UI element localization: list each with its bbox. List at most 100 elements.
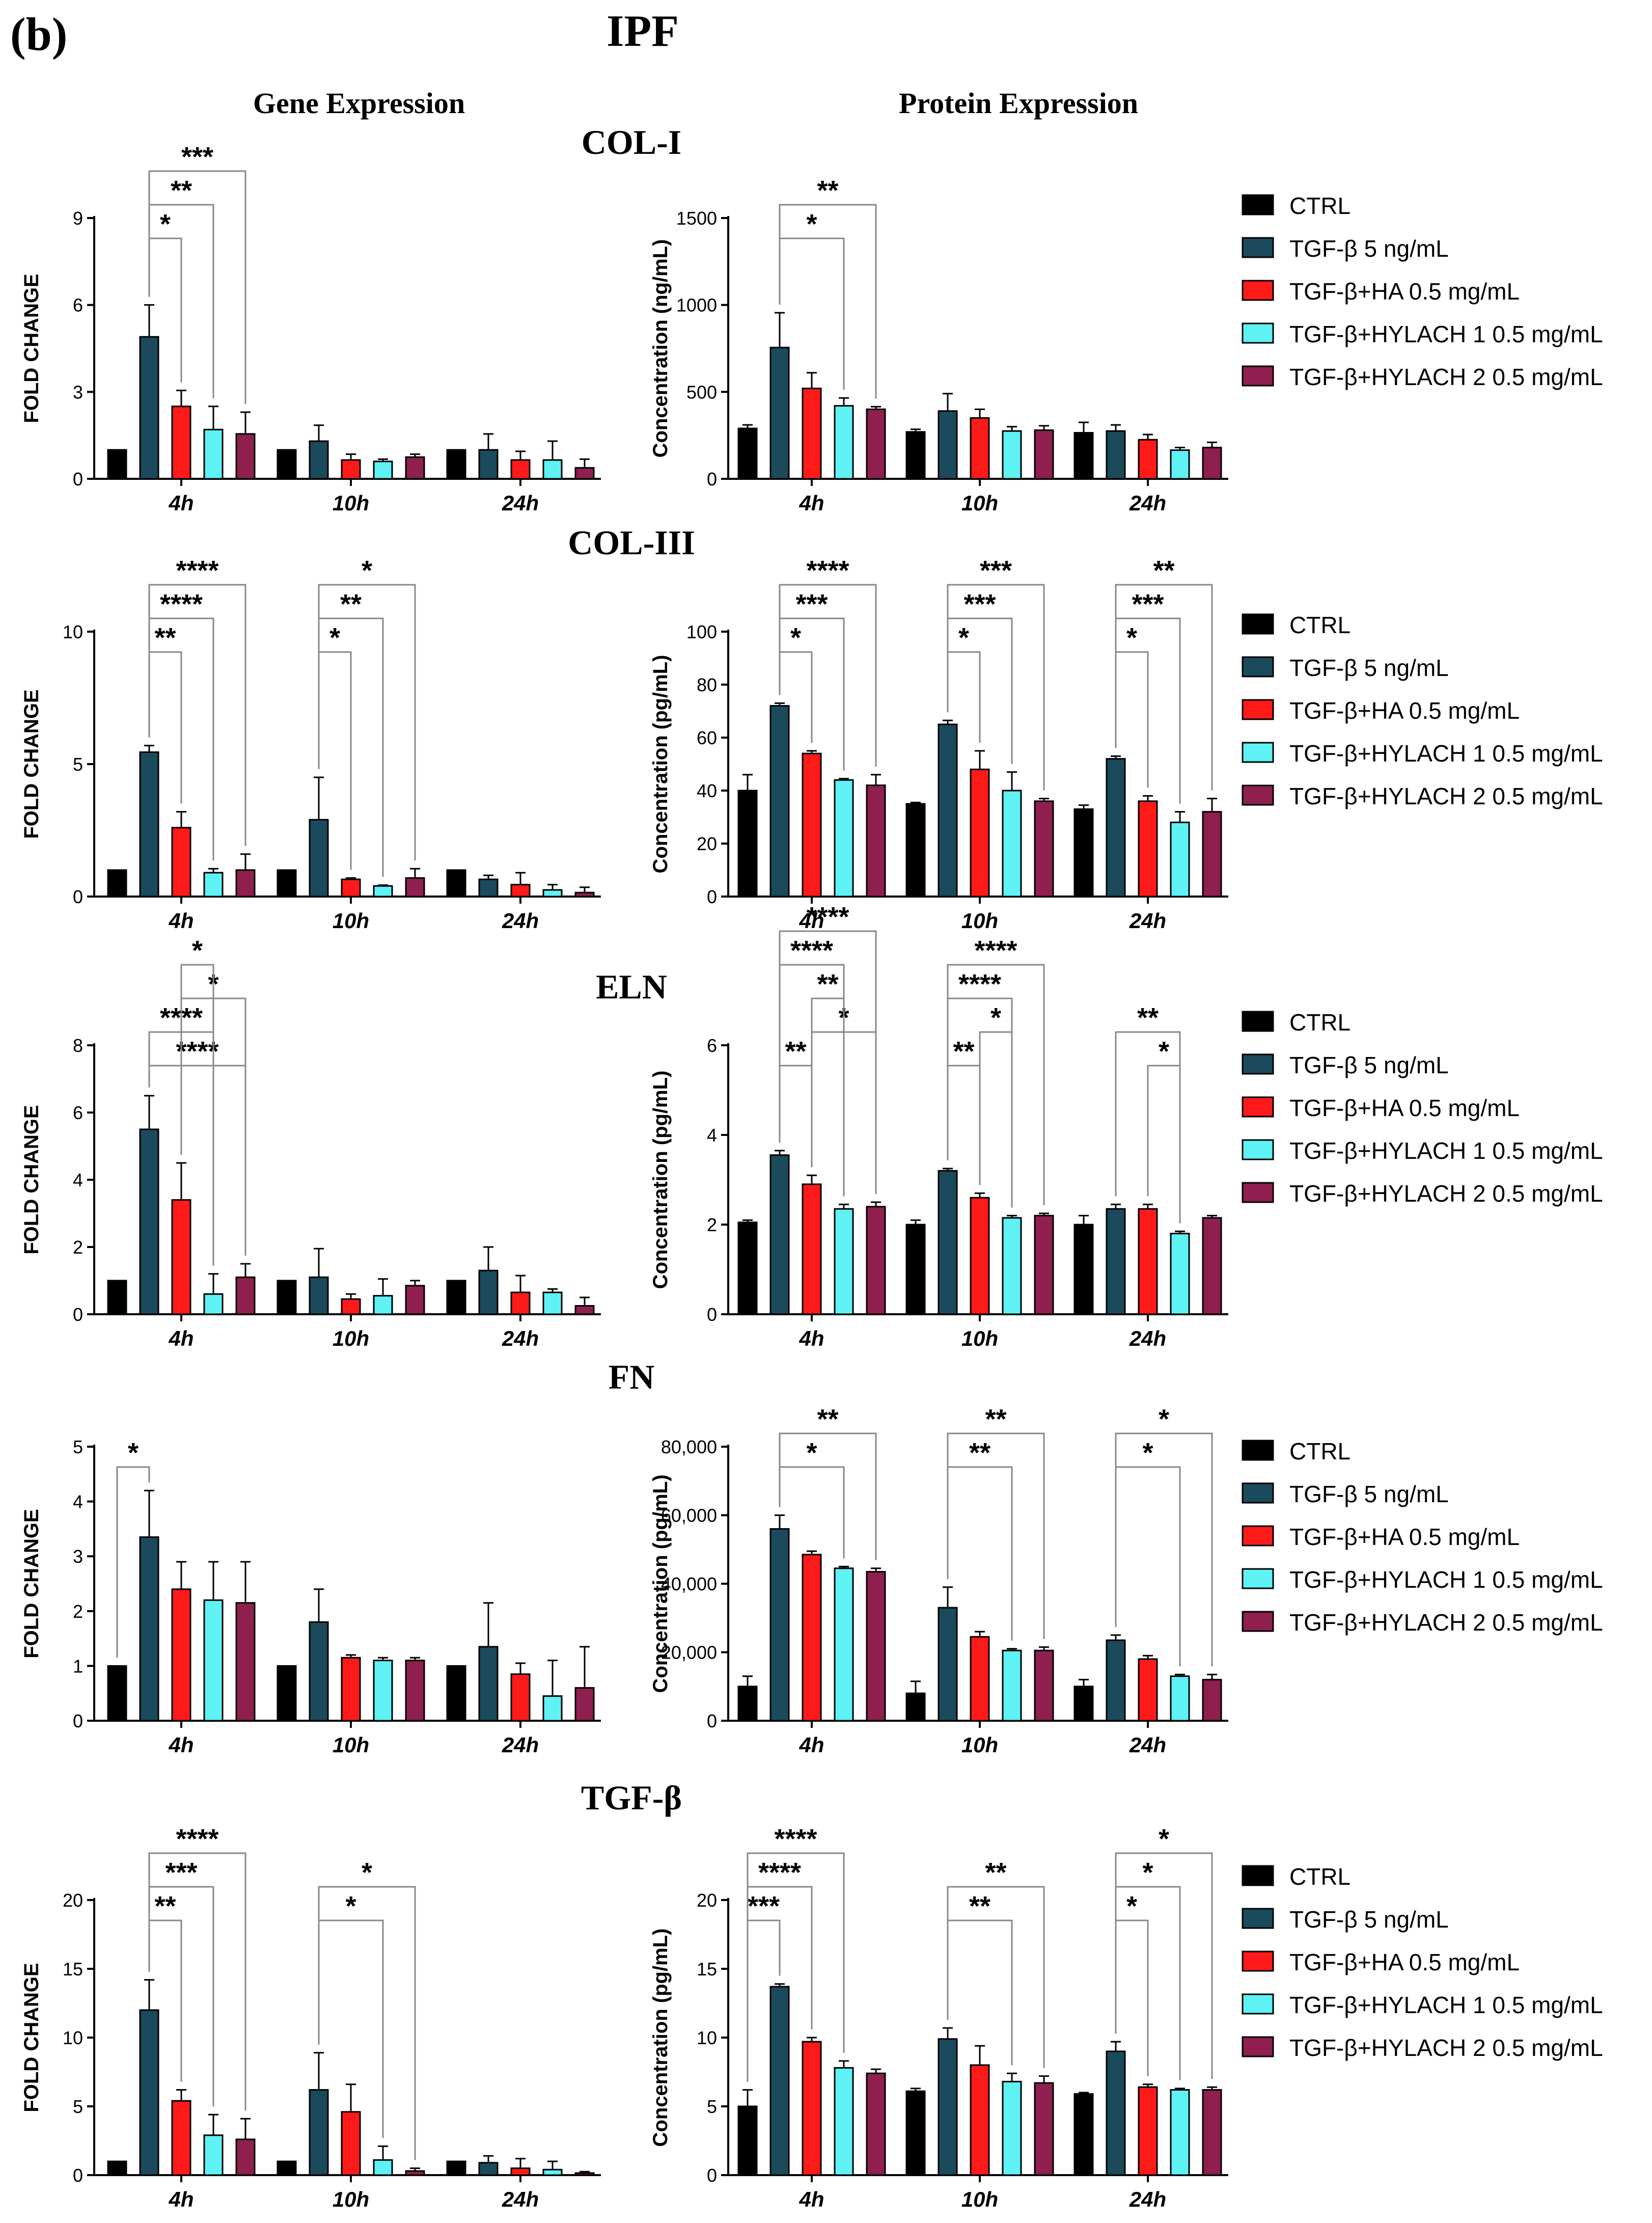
x-category-label: 10h [961,909,998,933]
y-axis-label: FOLD CHANGE [20,689,43,838]
legend-label-ctrl: CTRL [1289,1863,1351,1890]
bar-ctrl-10h [905,803,926,898]
y-axis-label: FOLD CHANGE [20,1105,43,1254]
significance-label: ** [785,1036,806,1067]
y-tick-label: 500 [686,382,717,402]
x-category-label: 24h [1129,1326,1166,1350]
y-tick-label: 60 [697,727,717,748]
significance-label: * [1142,1857,1153,1888]
bar-hylach1-4h [834,1567,854,1722]
significance-bracket [148,584,246,846]
significance-bracket [318,1886,416,2160]
bar-hylach1-4h [834,405,854,480]
bar-tgfb-24h [478,2162,499,2176]
significance-label: * [990,1002,1001,1033]
legend-label-tgfb: TGF-β 5 ng/mL [1289,1052,1449,1078]
bar-ctrl-4h [737,2105,758,2176]
legend-label-ctrl: CTRL [1289,612,1351,638]
bar-hylach1-24h [542,459,563,480]
y-tick-label: 10 [63,2027,83,2048]
legend-label-hylach2: TGF-β+HYLACH 2 0.5 mg/mL [1289,2035,1603,2061]
bar-hylach2-24h [574,891,595,898]
bar-tgfb-4h [139,336,159,480]
bar-hylach1-24h [1170,449,1190,480]
x-category-label: 4h [168,491,194,515]
bar-hylach1-4h [203,872,224,898]
legend-label-hylach2: TGF-β+HYLACH 2 0.5 mg/mL [1289,364,1603,390]
significance-label: **** [774,1824,817,1854]
bar-ha-10h [970,1197,990,1315]
bar-hylach1-24h [542,1695,563,1722]
significance-label: **** [176,1036,218,1067]
legend-swatch-ctrl [1242,1011,1274,1032]
row-title: COL-I [582,123,681,161]
bar-hylach2-10h [1034,800,1054,898]
y-tick-label: 4 [73,1492,83,1512]
legend-label-tgfb: TGF-β 5 ng/mL [1289,1481,1449,1507]
bar-hylach2-24h [1202,447,1222,480]
bar-ha-24h [510,1291,531,1315]
bar-ctrl-4h [737,790,758,898]
y-tick-label: 20 [697,833,717,854]
legend-label-ha: TGF-β+HA 0.5 mg/mL [1289,1949,1520,1975]
y-tick-label: 6 [73,1102,83,1123]
significance-label: * [1159,1036,1169,1067]
x-category-label: 4h [168,909,194,933]
legend-label-tgfb: TGF-β 5 ng/mL [1289,235,1449,262]
protein-chart-4: 0 20,000 40,000 60,000 80,000 Concentration (… [649,1404,1228,1757]
y-tick-label: 0 [73,469,83,490]
bar-hylach2-4h [866,1206,886,1315]
bar-hylach2-4h [235,433,256,480]
bar-hylach2-4h [866,2072,886,2176]
significance-label: * [128,1438,139,1468]
legend-label-ctrl: CTRL [1289,193,1351,219]
significance-label: ** [171,175,192,206]
bar-hylach1-24h [542,1291,563,1315]
significance-label: ** [154,1891,176,1921]
legend-swatch-tgfb [1242,656,1274,677]
x-category-label: 24h [502,909,539,933]
y-tick-label: 0 [73,1304,83,1325]
significance-bracket [779,204,877,399]
bar-hylach2-24h [1202,1217,1222,1315]
legend-label-hylach2: TGF-β+HYLACH 2 0.5 mg/mL [1289,1180,1603,1207]
significance-bracket [148,1852,246,2111]
legend-label-ha: TGF-β+HA 0.5 mg/mL [1289,278,1520,305]
y-axis-label: Concentration (pg/mL) [649,1475,672,1693]
legend-swatch-tgfb [1242,1482,1274,1504]
significance-bracket [947,584,1045,791]
significance-label: *** [181,142,213,172]
bar-tgfb-10h [938,1170,958,1315]
significance-label: * [1159,1824,1169,1854]
figure-title: IPF [607,7,679,56]
bar-ha-4h [802,388,822,480]
legend-label-tgfb: TGF-β 5 ng/mL [1289,1906,1449,1933]
y-tick-label: 100 [686,621,717,642]
bar-ctrl-24h [1073,808,1094,898]
significance-bracket [947,964,1045,1205]
bar-hylach1-10h [1002,430,1022,480]
significance-bracket [148,170,246,404]
significance-bracket [779,1432,877,1560]
x-category-label: 4h [168,2187,194,2211]
bar-tgfb-10h [309,1621,329,1722]
bar-hylach2-10h [405,877,425,898]
y-tick-label: 10 [697,2027,717,2048]
bar-hylach2-24h [574,1687,595,1722]
significance-label: *** [795,589,828,619]
y-axis-label: Concentration (pg/mL) [649,1071,672,1289]
bar-hylach1-24h [1170,1675,1190,1722]
bar-ha-4h [171,827,191,898]
bar-tgfb-10h [309,2089,329,2176]
x-category-label: 10h [961,491,998,515]
bar-ctrl-24h [446,1665,466,1722]
y-tick-label: 60,000 [661,1505,717,1526]
legend-row-5: CTRL TGF-β 5 ng/mL TGF-β+HA 0.5 mg/mL TGF-β… [1242,1863,1603,2061]
significance-label: * [806,209,817,239]
bar-tgfb-4h [139,751,159,898]
bar-tgfb-10h [938,410,958,480]
bar-hylach1-10h [373,885,393,898]
significance-label: * [192,935,203,966]
bar-tgfb-4h [769,1528,790,1722]
